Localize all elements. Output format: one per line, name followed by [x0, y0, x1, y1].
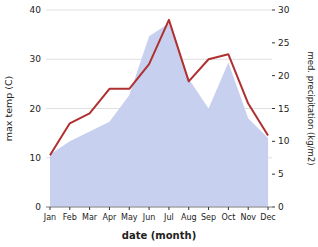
x-tick-label: Apr — [103, 213, 118, 222]
y2-tick — [272, 108, 275, 109]
x-tick — [149, 207, 150, 210]
y2-tick-label: 15 — [278, 104, 289, 114]
chart-container: Jan Feb Mar AprMay Jun Jul Aug Sep Oct Nov Dec date… — [0, 0, 318, 247]
plot-area — [50, 20, 268, 207]
x-tick — [248, 207, 249, 210]
x-tick — [109, 207, 110, 210]
y2-tick-label: 25 — [278, 38, 289, 48]
y-axis-label: max temp (C) — [3, 76, 14, 142]
x-tick-label: Jul — [163, 213, 174, 222]
y2-tick — [272, 10, 275, 11]
x-tick — [268, 207, 269, 210]
x-tick-label: Dec — [260, 213, 275, 222]
y2-tick-label: 10 — [278, 136, 290, 146]
y2-axis: 0 5 10 15 20 25 30 med. precipitation (kg/m2) — [272, 5, 316, 212]
x-tick — [188, 207, 189, 210]
y2-tick — [272, 174, 275, 175]
x-tick — [228, 207, 229, 210]
x-tick-label: Aug — [181, 213, 197, 222]
y2-tick — [272, 42, 275, 43]
x-tick — [168, 207, 169, 210]
y-tick-label: 10 — [30, 153, 42, 163]
x-tick-label: Feb — [63, 213, 77, 222]
x-tick — [49, 207, 50, 210]
y2-tick — [272, 75, 275, 76]
x-tick — [89, 207, 90, 210]
grid — [46, 10, 272, 207]
x-axis-label: date (month) — [122, 230, 196, 241]
x-tick — [69, 207, 70, 210]
y2-tick — [272, 141, 275, 142]
y-tick-label: 40 — [30, 5, 42, 15]
y2-tick-label: 30 — [278, 5, 290, 15]
x-axis: Jan Feb Mar AprMay Jun Jul Aug Sep Oct Nov Dec date… — [43, 207, 276, 241]
x-tick — [208, 207, 209, 210]
y-tick-label: 0 — [35, 202, 41, 212]
x-tick — [129, 207, 130, 210]
chart: Jan Feb Mar AprMay Jun Jul Aug Sep Oct Nov Dec date… — [0, 0, 318, 247]
x-tick-label: Sep — [201, 213, 216, 222]
grid-line — [46, 10, 272, 11]
y2-tick-label: 5 — [278, 169, 284, 179]
y2-tick — [272, 207, 275, 208]
x-axis-line — [46, 207, 272, 208]
x-tick-label: May — [121, 213, 138, 222]
y-tick-label: 30 — [30, 54, 42, 64]
x-tick-label: Nov — [240, 213, 256, 222]
y2-tick-label: 0 — [278, 202, 284, 212]
x-tick-label: Jan — [43, 213, 56, 222]
y-axis: 0 10 20 30 40 max temp (C) — [3, 5, 41, 212]
area — [50, 23, 268, 207]
x-tick-label: Oct — [221, 213, 235, 222]
line — [50, 20, 268, 155]
y2-axis-label: med. precipitation (kg/m2) — [306, 51, 316, 165]
grid-line — [46, 207, 272, 208]
x-tick-label: Jun — [142, 213, 156, 222]
y-tick-label: 20 — [30, 104, 42, 114]
y2-tick-label: 20 — [278, 71, 290, 81]
x-tick-label: Mar — [82, 213, 98, 222]
